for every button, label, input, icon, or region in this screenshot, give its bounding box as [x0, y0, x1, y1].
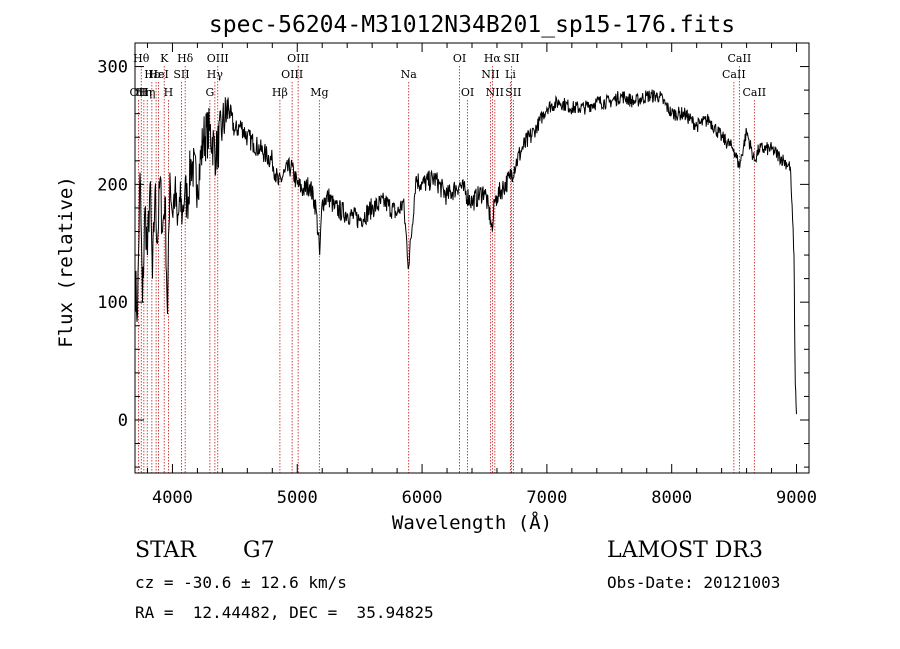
spectral-line-label: Mg: [310, 86, 328, 99]
observation-date: Obs-Date: 20121003: [607, 573, 781, 592]
spectral-line-label: OIII: [287, 52, 309, 65]
spectral-line-label: OI: [453, 52, 466, 65]
spectral-line-label: CaII: [722, 68, 746, 81]
spectral-line-label: CaII: [742, 86, 766, 99]
x-tick-label: 8000: [651, 488, 692, 508]
spectral-line-labels: OIIHθHηHηHεHεHeIKHSIIHδGHγOIIIHβOIIIOIII…: [130, 52, 767, 99]
spectral-line-label: OI: [461, 86, 474, 99]
x-tick-label: 7000: [526, 488, 567, 508]
spectral-line-label: Hη: [136, 86, 152, 99]
object-class: STAR: [135, 538, 196, 563]
x-axis: 4000 5000 6000 7000 8000 9000: [146, 43, 817, 508]
spectral-line-label: SII: [503, 52, 519, 65]
x-axis-label: Wavelength (Å): [392, 511, 552, 534]
spectral-line-label: SII: [505, 86, 521, 99]
chart-title: spec-56204-M31012N34B201_sp15-176.fits: [209, 12, 735, 38]
survey-name: LAMOST DR3: [607, 538, 763, 563]
spectral-line-markers: [137, 66, 755, 473]
spectral-line-label: Hη: [139, 86, 155, 99]
redshift-info: cz = -30.6 ± 12.6 km/s: [135, 573, 347, 592]
coordinates: RA = 12.44482, DEC = 35.94825: [135, 603, 434, 622]
x-tick-label: 4000: [152, 488, 193, 508]
spectral-line-label: Hθ: [133, 52, 150, 65]
spectral-line-label: Na: [401, 68, 418, 81]
spectral-line-label: OII: [130, 86, 148, 99]
spectral-line-label: K: [160, 52, 169, 65]
spectral-line-label: Hδ: [177, 52, 194, 65]
spectral-line-label: HeI: [148, 68, 168, 81]
spectral-line-label: Hε: [148, 68, 164, 81]
spectral-line-label: G: [205, 86, 214, 99]
object-subclass: G7: [243, 538, 275, 563]
spectral-line-label: Li: [505, 68, 516, 81]
y-tick-label: 100: [97, 293, 128, 313]
spectrum-line: [134, 89, 797, 415]
spectral-line-label: Hβ: [272, 86, 288, 99]
y-axis: 0 100 200 300: [97, 42, 809, 468]
spectral-line-label: H: [164, 86, 174, 99]
spectral-line-label: Hε: [144, 68, 160, 81]
y-tick-label: 300: [97, 58, 128, 78]
spectral-line-label: OIII: [207, 52, 229, 65]
y-axis-label: Flux (relative): [55, 176, 77, 348]
x-tick-label: 6000: [402, 488, 443, 508]
spectral-line-label: OIII: [281, 68, 303, 81]
spectral-line-label: NII: [486, 86, 504, 99]
spectral-line-label: NII: [481, 68, 499, 81]
spectral-line-label: Hα: [484, 52, 502, 65]
spectral-line-label: SII: [173, 68, 189, 81]
x-tick-label: 9000: [776, 488, 817, 508]
spectral-line-label: CaII: [728, 52, 752, 65]
y-tick-label: 0: [118, 411, 128, 431]
x-tick-label: 5000: [277, 488, 318, 508]
plot-frame: [134, 42, 810, 474]
spectral-line-label: Hγ: [207, 68, 224, 81]
y-tick-label: 200: [97, 175, 128, 195]
